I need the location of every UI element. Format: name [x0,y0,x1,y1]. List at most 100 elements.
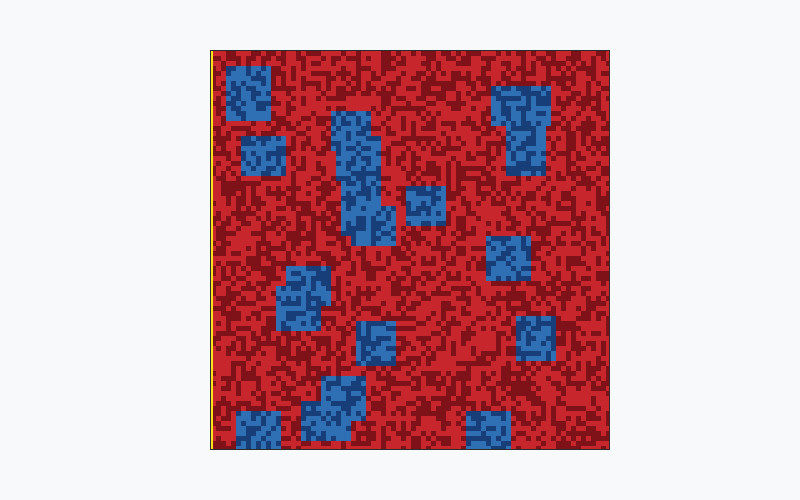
red-lattice-cell [521,56,527,62]
blue-lattice-cell [366,186,372,192]
red-lattice-cell [431,101,437,107]
red-lattice-cell [591,56,597,62]
red-lattice-cell [501,151,507,157]
red-lattice-cell [221,196,227,202]
blue-lattice-cell [511,126,517,132]
red-lattice-cell [596,191,602,197]
red-lattice-cell [261,336,267,342]
red-lattice-cell [421,316,427,322]
blue-lattice-cell [301,326,307,332]
blue-lattice-cell [516,236,522,242]
red-lattice-cell [491,176,497,182]
blue-lattice-cell [371,346,377,352]
red-lattice-cell [381,266,387,272]
blue-lattice-cell [351,241,357,247]
blue-lattice-cell [241,76,247,82]
red-lattice-cell [556,266,562,272]
red-lattice-cell [236,191,242,197]
red-lattice-cell [321,361,327,367]
red-lattice-cell [351,326,357,332]
red-lattice-cell [406,266,412,272]
lattice-canvas [210,50,610,450]
blue-lattice-cell [371,241,377,247]
red-lattice-cell [446,121,452,127]
red-lattice-cell [481,181,487,187]
blue-lattice-cell [491,121,497,127]
blue-lattice-cell [441,221,447,227]
blue-lattice-cell [441,206,447,212]
blue-lattice-cell [501,276,507,282]
red-lattice-cell [551,291,557,297]
red-lattice-cell [316,201,322,207]
red-lattice-cell [471,331,477,337]
blue-lattice-cell [546,341,552,347]
blue-lattice-cell [536,161,542,167]
red-lattice-cell [466,106,472,112]
red-lattice-cell [416,126,422,132]
blue-lattice-cell [376,211,382,217]
blue-lattice-cell [276,296,282,302]
red-lattice-cell [461,261,467,267]
red-lattice-cell [576,181,582,187]
red-lattice-cell [391,91,397,97]
red-lattice-cell [556,241,562,247]
red-lattice-cell [326,346,332,352]
red-lattice-cell [271,326,277,332]
red-lattice-cell [591,81,597,87]
blue-lattice-cell [361,201,367,207]
red-lattice-cell [576,96,582,102]
red-lattice-cell [561,151,567,157]
blue-lattice-cell [346,186,352,192]
blue-lattice-cell [316,316,322,322]
red-lattice-cell [556,211,562,217]
red-lattice-cell [281,66,287,72]
red-lattice-cell [446,331,452,337]
red-lattice-cell [356,271,362,277]
blue-lattice-cell [501,91,507,97]
red-lattice-cell [556,201,562,207]
blue-lattice-cell [506,241,512,247]
red-lattice-cell [506,176,512,182]
red-lattice-cell [326,236,332,242]
red-lattice-cell [461,341,467,347]
red-lattice-cell [456,101,462,107]
blue-lattice-cell [326,291,332,297]
red-lattice-cell [421,266,427,272]
red-lattice-cell [576,56,582,62]
red-lattice-cell [301,96,307,102]
red-lattice-cell [316,336,322,342]
red-lattice-cell [316,226,322,232]
red-lattice-cell [246,326,252,332]
red-lattice-cell [396,171,402,177]
blue-lattice-cell [376,331,382,337]
blue-lattice-cell [491,251,497,257]
red-lattice-cell [241,296,247,302]
red-lattice-cell [566,141,572,147]
red-lattice-cell [211,86,217,92]
red-lattice-cell [236,121,242,127]
red-lattice-cell [266,186,272,192]
red-lattice-cell [281,91,287,97]
red-lattice-cell [516,291,522,297]
red-lattice-cell [531,306,537,312]
red-lattice-cell [576,131,582,137]
red-lattice-cell [226,176,232,182]
red-lattice-cell [286,176,292,182]
red-lattice-cell [331,331,337,337]
blue-lattice-cell [241,66,247,72]
red-lattice-cell [401,221,407,227]
red-lattice-cell [421,151,427,157]
blue-lattice-cell [341,136,347,142]
blue-lattice-cell [231,76,237,82]
red-lattice-cell [356,256,362,262]
blue-lattice-cell [231,106,237,112]
blue-lattice-cell [376,156,382,162]
red-lattice-cell [396,266,402,272]
red-lattice-cell [401,316,407,322]
blue-lattice-cell [261,71,267,77]
red-lattice-cell [481,111,487,117]
red-lattice-cell [536,211,542,217]
red-lattice-cell [571,191,577,197]
red-lattice-cell [476,216,482,222]
blue-lattice-cell [366,236,372,242]
